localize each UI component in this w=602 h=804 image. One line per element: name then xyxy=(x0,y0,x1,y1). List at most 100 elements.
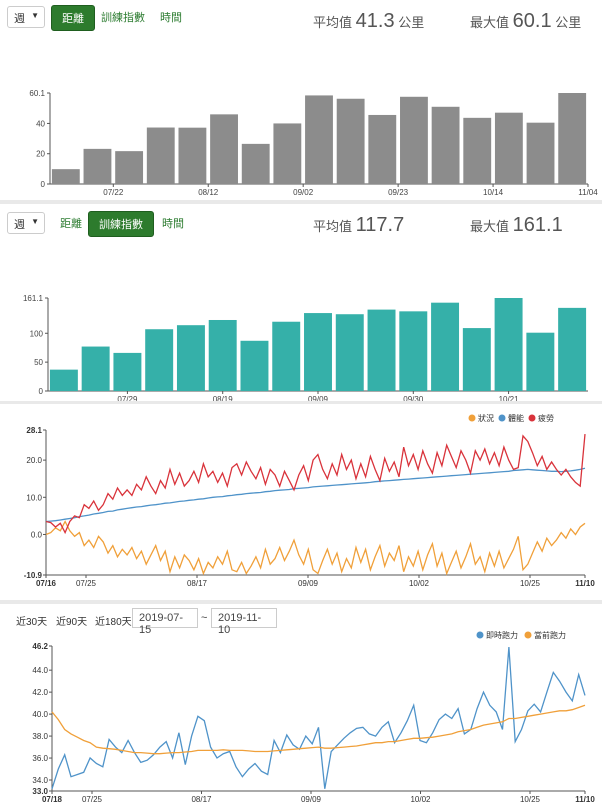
bar xyxy=(241,143,270,184)
x-tick-label: 11/10 xyxy=(575,795,595,804)
series-line xyxy=(51,704,586,755)
bar xyxy=(208,319,237,391)
bar xyxy=(51,169,80,184)
y-tick-label: 34.0 xyxy=(32,776,48,785)
date-range-separator: ~ xyxy=(201,612,208,624)
bar xyxy=(558,307,587,391)
average-label: 平均值 xyxy=(313,219,353,234)
max-unit: 公里 xyxy=(555,15,582,30)
y-tick-label: 33.0 xyxy=(32,787,48,796)
period-select-value: 週 xyxy=(14,219,25,231)
y-tick-label: 40.0 xyxy=(32,710,48,719)
bar xyxy=(368,114,397,184)
max-label: 最大值 xyxy=(470,15,510,30)
average-value: 41.3 xyxy=(355,10,395,32)
y-tick-label: 60.1 xyxy=(29,89,45,98)
average-stat: 平均值 117.7 xyxy=(313,214,404,237)
bar xyxy=(240,340,269,391)
average-stat: 平均值 41.3 公里 xyxy=(313,10,424,33)
tab-training-index[interactable]: 訓練指數 xyxy=(101,12,145,24)
y-tick-label: 0 xyxy=(39,387,44,396)
x-tick-label: 08/12 xyxy=(198,188,219,197)
bar xyxy=(273,123,302,184)
x-tick-label: 09/02 xyxy=(293,188,314,197)
series-line xyxy=(51,647,586,789)
y-tick-label: 20.0 xyxy=(26,456,42,465)
range-180-days-button[interactable]: 近180天 xyxy=(95,617,132,628)
bar xyxy=(49,369,78,391)
legend-marker xyxy=(524,631,532,639)
x-tick-label: 08/17 xyxy=(191,795,212,804)
x-tick-label: 08/19 xyxy=(213,395,234,401)
tab-time[interactable]: 時間 xyxy=(160,12,182,24)
x-tick-label: 10/25 xyxy=(520,579,541,588)
period-select[interactable]: 週 ▼ xyxy=(7,212,45,234)
max-stat: 最大值 161.1 xyxy=(470,214,563,237)
bar xyxy=(463,117,492,184)
legend-marker xyxy=(498,414,506,422)
date-from-input[interactable]: 2019-07-15 xyxy=(132,608,198,636)
date-to-input[interactable]: 2019-11-10 xyxy=(211,608,277,636)
average-unit: 公里 xyxy=(398,15,425,30)
y-tick-label: 20 xyxy=(36,150,45,159)
bar xyxy=(305,95,333,184)
bar xyxy=(115,151,144,184)
running-ability-panel: 近30天 近90天 近180天 2019-07-15 ~ 2019-11-10 … xyxy=(0,604,602,804)
bar xyxy=(431,106,460,184)
training-index-panel: 週 ▼ 距離 訓練指數 時間 平均值 117.7 最大值 161.1 0 50 100… xyxy=(0,204,602,401)
bar xyxy=(83,148,112,184)
legend-label: 體能 xyxy=(508,413,524,423)
bar xyxy=(526,332,555,391)
bar xyxy=(494,112,523,184)
bar xyxy=(113,352,142,391)
y-tick-label: 10.0 xyxy=(26,493,42,502)
x-tick-label: 07/25 xyxy=(82,795,103,804)
tab-training-index[interactable]: 訓練指數 xyxy=(88,211,154,237)
period-select[interactable]: 週 ▼ xyxy=(7,6,45,28)
max-value: 60.1 xyxy=(512,10,552,32)
max-stat: 最大值 60.1 公里 xyxy=(470,10,581,33)
bar xyxy=(431,302,460,391)
x-tick-label: 10/21 xyxy=(499,395,520,401)
distance-bar-chart: 0 20 40 60.1 07/22 08/12 09/02 09/23 10/14 11/04 xyxy=(29,89,598,197)
period-select-value: 週 xyxy=(14,13,25,25)
tab-distance[interactable]: 距離 xyxy=(51,5,95,31)
range-90-days-button[interactable]: 近90天 xyxy=(56,617,88,628)
x-tick-label: 09/09 xyxy=(298,579,319,588)
max-label: 最大值 xyxy=(470,219,510,234)
bar xyxy=(272,321,301,391)
series-line xyxy=(45,434,586,535)
bar xyxy=(176,325,205,391)
x-tick-label: 07/29 xyxy=(117,395,138,401)
chevron-down-icon: ▼ xyxy=(31,11,39,20)
tab-time[interactable]: 時間 xyxy=(162,218,184,230)
tab-distance[interactable]: 距離 xyxy=(60,218,82,230)
range-30-days-button[interactable]: 近30天 xyxy=(16,617,48,628)
legend-marker xyxy=(476,631,484,639)
x-tick-label: 11/04 xyxy=(578,188,598,197)
x-tick-label: 08/17 xyxy=(187,579,208,588)
average-value: 117.7 xyxy=(355,214,405,236)
bar xyxy=(178,127,207,184)
y-tick-label: 46.2 xyxy=(32,642,48,651)
bar xyxy=(336,98,365,184)
y-tick-label: 36.0 xyxy=(32,754,48,763)
x-tick-label: 09/23 xyxy=(388,188,409,197)
x-tick-label: 07/18 xyxy=(42,795,63,804)
x-tick-label: 10/25 xyxy=(520,795,541,804)
x-tick-label: 10/02 xyxy=(410,795,431,804)
bar xyxy=(494,298,523,391)
bar xyxy=(399,311,428,391)
bar xyxy=(304,313,332,391)
y-tick-label: -10.9 xyxy=(24,571,43,580)
legend-label: 疲勞 xyxy=(538,413,554,423)
x-tick-label: 07/25 xyxy=(76,579,97,588)
x-tick-label: 07/22 xyxy=(103,188,124,197)
bar xyxy=(146,127,175,184)
bar xyxy=(462,328,491,391)
legend-label: 當前跑力 xyxy=(534,630,566,640)
chevron-down-icon: ▼ xyxy=(31,217,39,226)
y-tick-label: 50 xyxy=(34,358,43,367)
x-tick-label: 11/10 xyxy=(575,579,595,588)
